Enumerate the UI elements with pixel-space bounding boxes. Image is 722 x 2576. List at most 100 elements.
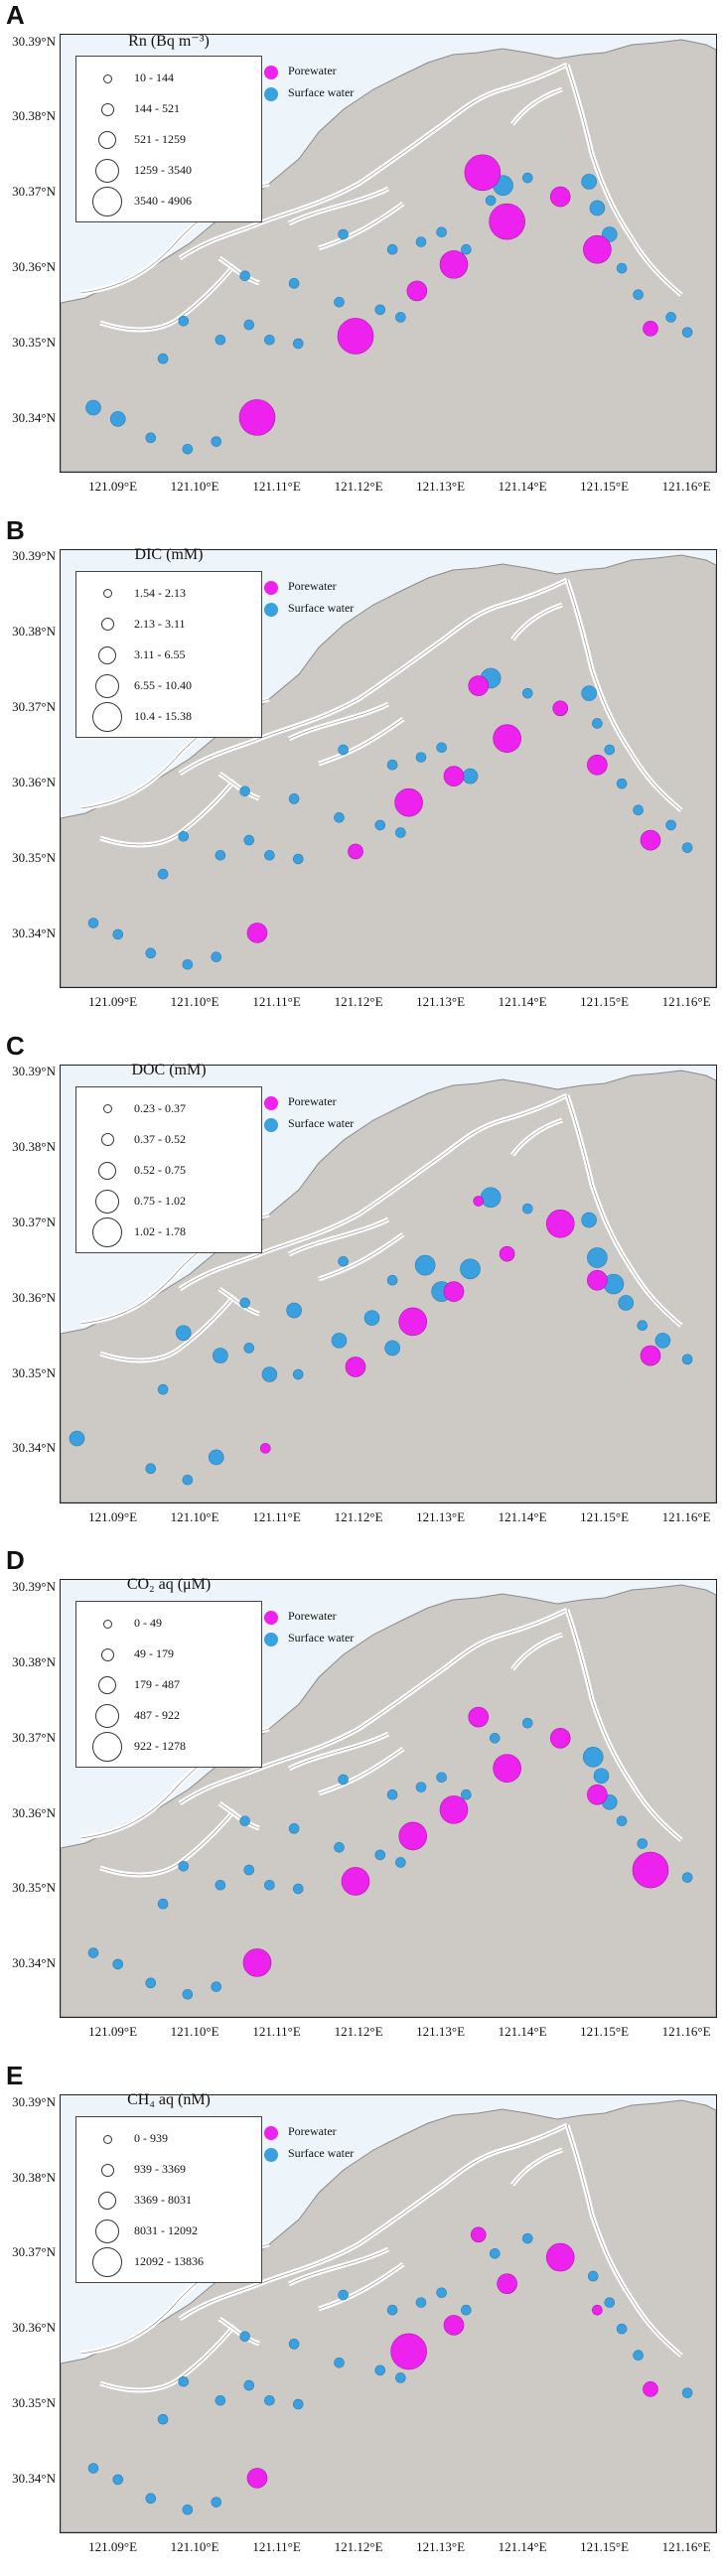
lon-tick-label: 121.15°E — [580, 2539, 630, 2555]
channel-bank — [511, 604, 563, 640]
size-legend-row: 0.75 - 1.02 — [76, 1186, 261, 1216]
legend-title: DIC (mM) — [134, 545, 204, 563]
panel-letter: A — [6, 0, 25, 30]
lon-tick-label: 121.09°E — [88, 479, 138, 494]
surface-water-sample — [145, 432, 157, 444]
lat-tick-label: 30.39°N — [12, 1578, 56, 1594]
channel-bank — [318, 2263, 404, 2310]
surface-water-sample — [213, 1347, 228, 1363]
porewater-sample — [643, 2381, 658, 2397]
porewater-sample — [443, 2315, 465, 2336]
surface-water-sample — [395, 2372, 406, 2383]
surface-water-sample — [654, 1332, 671, 1349]
size-legend-label: 1.54 - 2.13 — [134, 585, 186, 600]
size-legend-row: 179 - 487 — [76, 1669, 261, 1699]
surface-water-sample — [415, 2297, 427, 2309]
lon-tick-label: 121.15°E — [580, 2024, 630, 2040]
surface-water-sample — [395, 826, 406, 838]
size-legend-circle — [102, 2134, 112, 2144]
surface-water-sample — [292, 2398, 304, 2410]
size-legend-row: 1259 - 3540 — [76, 155, 261, 185]
channel-bank — [511, 1119, 563, 1155]
lat-tick-label: 30.36°N — [12, 774, 56, 789]
surface-water-sample — [637, 1838, 649, 1850]
channel-bank — [442, 579, 568, 641]
surface-water-sample — [157, 353, 169, 364]
surface-water-sample — [239, 2331, 250, 2343]
surface-water-sample — [436, 2287, 447, 2299]
size-legend-label: 10 - 144 — [134, 71, 174, 84]
channel-bank — [99, 1295, 235, 1360]
lat-tick-label: 30.35°N — [12, 1880, 56, 1896]
size-legend-label: 144 - 521 — [134, 101, 180, 115]
porewater-sample — [489, 203, 525, 240]
surface-water-sample — [436, 1772, 447, 1784]
surface-water-sample — [604, 2297, 616, 2309]
porewater-sample — [493, 1754, 521, 1784]
channel-bank — [566, 579, 682, 811]
surface-water-label: Surface water — [288, 1115, 355, 1130]
lat-tick-label: 30.37°N — [12, 1729, 56, 1745]
size-legend-circle — [92, 701, 122, 732]
size-legend-row: 0.52 - 0.75 — [76, 1155, 261, 1185]
channel-bank — [288, 1734, 389, 1770]
size-legend-label: 8031 - 12092 — [134, 2223, 198, 2238]
lat-tick-label: 30.39°N — [12, 548, 56, 564]
surface-water-sample — [582, 1747, 604, 1768]
surface-water-sample — [331, 1332, 348, 1349]
size-legend-row: 10.4 - 15.38 — [76, 701, 261, 732]
map-frame — [60, 1064, 717, 1503]
porewater-label: Porewater — [288, 1093, 337, 1108]
surface-water-sample — [601, 226, 618, 242]
lat-tick-label: 30.34°N — [12, 925, 56, 940]
channel-bank — [218, 2318, 260, 2345]
legend-title: DOC (mM) — [131, 1061, 207, 1078]
surface-water-sample — [145, 947, 157, 958]
size-legend-row: 2.13 - 3.11 — [76, 609, 261, 639]
surface-water-sample — [374, 1849, 386, 1861]
channel-bank — [566, 64, 682, 296]
surface-water-sample — [415, 752, 427, 763]
porewater-sample — [238, 399, 276, 436]
channel-bank — [218, 1803, 260, 1829]
surface-water-sample — [593, 1768, 610, 1785]
surface-water-sample — [386, 1274, 398, 1286]
porewater-sample — [246, 2468, 268, 2489]
channel-bank — [511, 88, 563, 125]
lon-tick-label: 121.10°E — [170, 1508, 219, 1524]
surface-water-sample — [415, 1782, 427, 1793]
surface-water-sample — [681, 842, 693, 853]
surface-water-sample — [175, 1325, 192, 1341]
lon-tick-label: 121.12°E — [334, 2539, 383, 2555]
surface-water-sample — [386, 2305, 398, 2316]
size-legend-row: 3369 - 8031 — [76, 2185, 261, 2215]
surface-water-sample — [288, 278, 300, 289]
land-area — [61, 554, 716, 987]
surface-water-sample — [681, 1354, 693, 1364]
lon-tick-label: 121.12°E — [334, 479, 383, 494]
surface-water-sample — [338, 744, 349, 756]
porewater-sample — [398, 1307, 428, 1336]
porewater-sample — [473, 1195, 485, 1207]
size-legend-label: 1259 - 3540 — [134, 163, 192, 177]
surface-water-sample — [681, 1872, 693, 1884]
porewater-sample — [640, 829, 661, 851]
surface-water-sample — [112, 2474, 124, 2486]
surface-water-sample — [592, 717, 603, 729]
channel-bank — [288, 1218, 389, 1254]
surface-water-sample — [581, 685, 597, 701]
surface-water-sample — [363, 1309, 380, 1326]
size-legend-label: 2.13 - 3.11 — [134, 616, 186, 631]
surface-water-sample — [243, 319, 255, 331]
surface-water-sample — [85, 399, 101, 416]
porewater-label: Porewater — [288, 64, 337, 77]
surface-water-sample — [288, 792, 300, 804]
surface-water-sample — [215, 2395, 226, 2406]
porewater-sample — [341, 1867, 370, 1897]
surface-water-sample — [338, 1255, 349, 1267]
surface-water-sample — [374, 819, 386, 830]
lat-tick-label: 30.38°N — [12, 2169, 56, 2185]
surface-water-sample — [211, 951, 222, 962]
channel-bank — [218, 773, 260, 799]
surface-water-sample — [338, 228, 349, 240]
